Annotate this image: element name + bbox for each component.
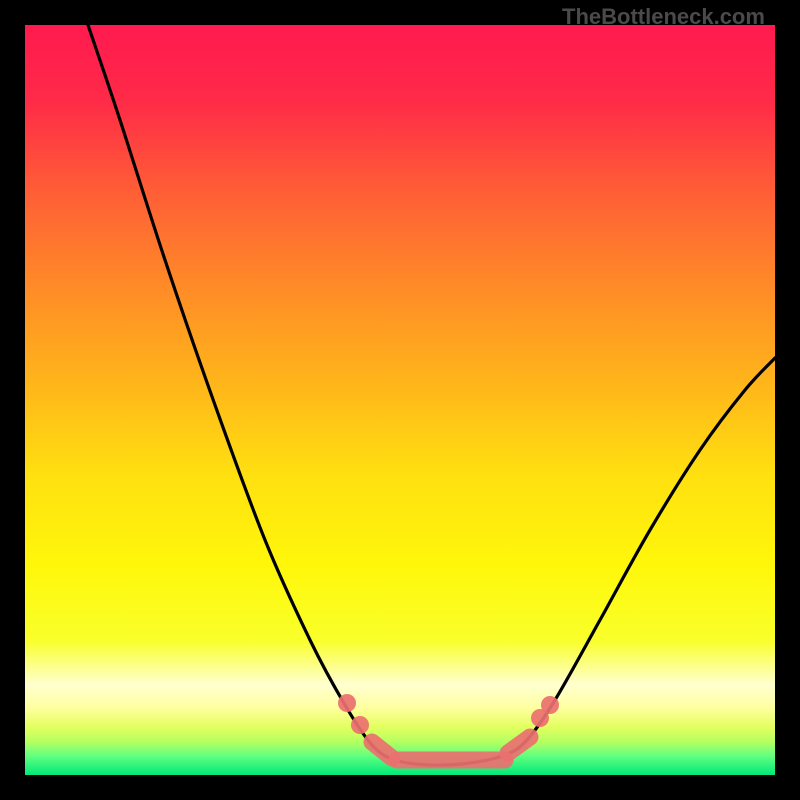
- marker-dot: [541, 696, 559, 714]
- marker-pill: [372, 742, 392, 758]
- marker-dot: [338, 694, 356, 712]
- attribution-label: TheBottleneck.com: [562, 4, 765, 30]
- valley-markers: [338, 694, 559, 760]
- bottleneck-curve: [0, 0, 800, 800]
- marker-pill: [508, 737, 530, 753]
- marker-dot: [351, 716, 369, 734]
